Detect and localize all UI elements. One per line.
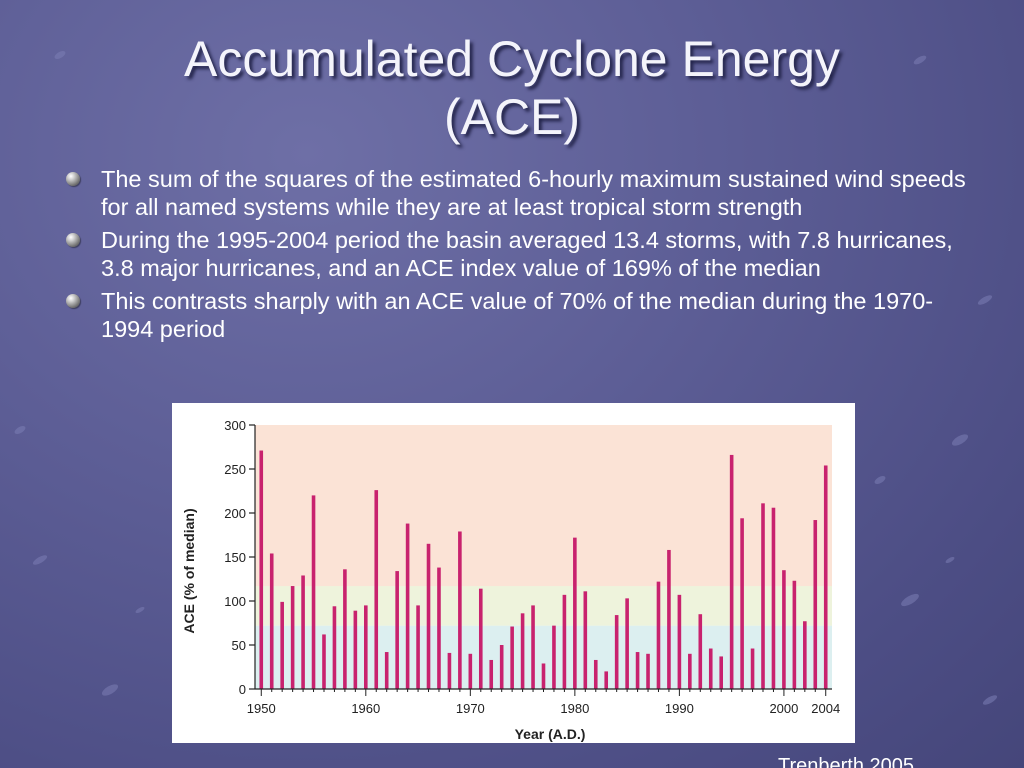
bullet-text: This contrasts sharply with an ACE value… (101, 288, 934, 342)
bar (416, 605, 420, 689)
bar (384, 652, 389, 689)
ace-chart: 0 50 100 150 200 250 300 1950 1960 1970 1980 1990 20… (172, 403, 855, 743)
slide-title: Accumulated Cyclone Energy (ACE) (40, 30, 984, 146)
bar (740, 518, 744, 689)
bar (646, 653, 650, 689)
bar (426, 543, 431, 689)
bar (552, 625, 556, 689)
bar (614, 615, 619, 689)
bar (677, 594, 682, 689)
shaded-band (255, 586, 832, 626)
bar (259, 450, 264, 689)
bar (750, 648, 755, 689)
x-tick-label: 1980 (560, 701, 589, 716)
bullet-item: During the 1995-2004 period the basin av… (60, 227, 970, 282)
bar (573, 537, 577, 689)
bar (458, 531, 462, 689)
bullet-item: The sum of the squares of the estimated … (60, 166, 970, 221)
x-tick-label: 1990 (665, 701, 694, 716)
bar (311, 495, 316, 689)
x-tick-label: 1960 (351, 701, 380, 716)
bar (813, 520, 818, 689)
y-tick-label: 150 (224, 550, 246, 565)
bar (447, 652, 452, 689)
y-tick-label: 0 (239, 682, 246, 697)
bullet-icon (66, 233, 80, 247)
ace-bar-chart: 0 50 100 150 200 250 300 1950 1960 1970 1980 1990 20… (181, 418, 840, 742)
bar (635, 652, 640, 689)
bullet-text: During the 1995-2004 period the basin av… (101, 227, 953, 281)
title-line-2: (ACE) (443, 89, 581, 145)
x-tick-label: 1950 (247, 701, 276, 716)
bar (290, 586, 295, 689)
bar (364, 605, 368, 689)
bar (698, 614, 703, 689)
bar (562, 594, 567, 689)
bar (541, 663, 546, 689)
bullet-text: The sum of the squares of the estimated … (101, 166, 966, 220)
bar (667, 549, 671, 689)
bar (437, 567, 441, 689)
bar (510, 626, 514, 689)
y-axis-label: ACE (% of median) (181, 508, 197, 633)
bar (531, 605, 535, 689)
bar (761, 503, 765, 689)
bar-series (259, 450, 828, 689)
bar (593, 659, 598, 689)
shaded-band (255, 425, 832, 587)
bullet-icon (66, 294, 80, 308)
x-tick-label: 2004 (811, 701, 840, 716)
bar (395, 571, 399, 689)
bar (719, 656, 723, 689)
x-axis-label: Year (A.D.) (515, 726, 586, 742)
bullet-item: This contrasts sharply with an ACE value… (60, 288, 970, 343)
bar (478, 588, 483, 689)
bar (374, 490, 379, 689)
bar (656, 581, 661, 689)
bar (489, 659, 494, 689)
axes: 0 50 100 150 200 250 300 1950 1960 1970 1980 1990 20… (224, 418, 840, 716)
bar (604, 671, 609, 689)
x-tick-label: 1970 (456, 701, 485, 716)
bar (792, 580, 797, 689)
bar (583, 591, 588, 689)
bar (499, 645, 504, 689)
bar (823, 465, 828, 689)
shaded-bands (255, 425, 832, 689)
bar (353, 610, 358, 689)
bullet-list: The sum of the squares of the estimated … (60, 166, 970, 349)
bar (708, 648, 713, 689)
bar (729, 454, 734, 689)
bar (332, 606, 337, 689)
bar (468, 653, 473, 689)
bar (520, 613, 525, 689)
bar (771, 507, 776, 689)
bar (322, 634, 326, 689)
y-tick-label: 50 (232, 638, 246, 653)
bar (782, 570, 786, 689)
bullet-icon (66, 172, 80, 186)
y-tick-label: 300 (224, 418, 246, 433)
bar (269, 553, 274, 689)
bar (405, 523, 410, 689)
bar (688, 653, 692, 689)
bar (301, 575, 305, 689)
citation: Trenberth 2005 (778, 755, 915, 768)
bar (625, 598, 629, 689)
y-tick-label: 200 (224, 506, 246, 521)
bar (803, 621, 807, 689)
bar (280, 601, 284, 689)
x-tick-label: 2000 (769, 701, 798, 716)
y-tick-label: 250 (224, 462, 246, 477)
y-tick-label: 100 (224, 594, 246, 609)
title-line-1: Accumulated Cyclone Energy (184, 31, 840, 87)
bar (343, 569, 347, 689)
